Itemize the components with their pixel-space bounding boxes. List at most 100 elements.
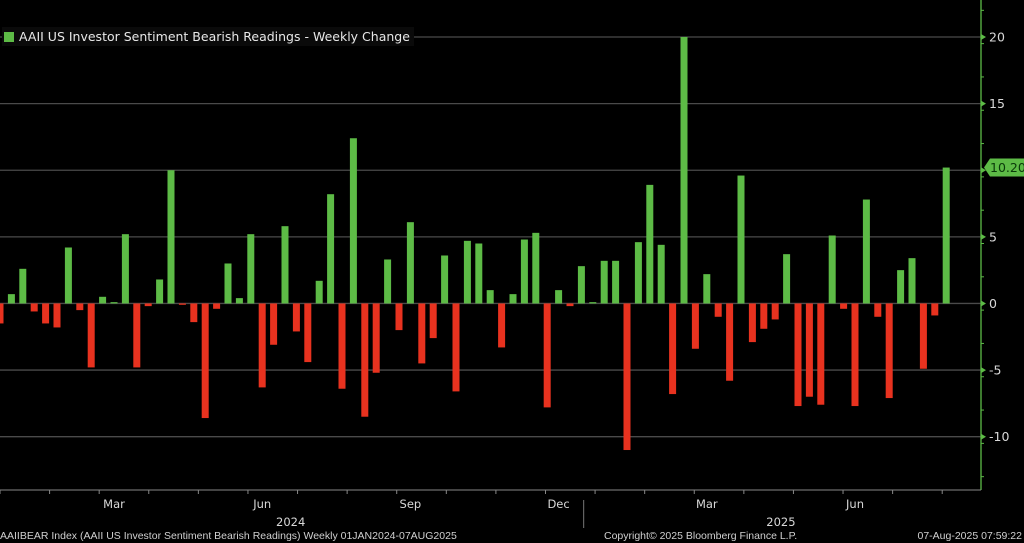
bar bbox=[304, 303, 312, 363]
bar bbox=[64, 247, 72, 304]
bar bbox=[828, 235, 836, 304]
legend: AAII US Investor Sentiment Bearish Readi… bbox=[2, 27, 414, 46]
footer-timestamp: 07-Aug-2025 07:59:22 bbox=[917, 530, 1022, 542]
x-year-label: 2024 bbox=[276, 515, 305, 529]
bar bbox=[612, 260, 620, 304]
y-tick-label: 0 bbox=[989, 296, 997, 311]
bar bbox=[76, 303, 84, 311]
bar bbox=[441, 255, 449, 304]
bar bbox=[372, 303, 380, 373]
bar bbox=[771, 303, 779, 320]
bar bbox=[201, 303, 209, 419]
x-month-label: Mar bbox=[696, 497, 718, 511]
last-value-tag bbox=[984, 158, 1024, 177]
bar bbox=[190, 303, 198, 323]
bar bbox=[919, 303, 927, 369]
bar bbox=[874, 303, 882, 317]
bar bbox=[281, 226, 289, 304]
bar bbox=[384, 259, 392, 304]
bar bbox=[589, 302, 597, 304]
bar bbox=[783, 254, 791, 304]
bar bbox=[885, 303, 893, 399]
bar bbox=[555, 290, 563, 304]
bar bbox=[486, 290, 494, 304]
y-tick-label: -5 bbox=[989, 363, 1001, 378]
bar bbox=[566, 303, 574, 307]
bar bbox=[931, 303, 939, 316]
bar bbox=[509, 294, 517, 304]
bar bbox=[133, 303, 141, 368]
y-tick-marker bbox=[981, 167, 986, 174]
y-tick-marker bbox=[981, 367, 986, 374]
bar bbox=[908, 258, 916, 304]
bar bbox=[794, 303, 802, 407]
bar bbox=[851, 303, 859, 407]
x-year-label: 2025 bbox=[766, 515, 795, 529]
bar bbox=[634, 242, 642, 304]
bar bbox=[669, 303, 677, 395]
y-tick-marker bbox=[981, 433, 986, 440]
bar bbox=[623, 303, 631, 451]
bar bbox=[577, 266, 585, 304]
bar bbox=[167, 170, 175, 304]
bar bbox=[760, 303, 768, 329]
bar bbox=[429, 303, 437, 339]
y-tick-label: 15 bbox=[989, 96, 1005, 111]
legend-swatch bbox=[4, 31, 14, 42]
y-tick-marker bbox=[981, 300, 986, 307]
bar bbox=[0, 303, 4, 324]
bar bbox=[498, 303, 506, 348]
y-tick-label: -10 bbox=[989, 429, 1009, 444]
bar bbox=[349, 138, 357, 304]
bar bbox=[99, 296, 107, 304]
bar bbox=[475, 243, 483, 304]
x-month-label: Jun bbox=[845, 497, 864, 511]
bar bbox=[327, 194, 335, 304]
bar bbox=[463, 240, 471, 304]
bar bbox=[452, 303, 460, 392]
bar bbox=[110, 302, 118, 304]
last-value-label: 10.20 bbox=[990, 160, 1024, 175]
bar bbox=[840, 303, 848, 309]
bar bbox=[121, 234, 129, 304]
x-month-label: Jun bbox=[252, 497, 271, 511]
bar bbox=[53, 303, 61, 328]
legend-label: AAII US Investor Sentiment Bearish Readi… bbox=[19, 29, 410, 44]
bar bbox=[144, 303, 152, 307]
bar bbox=[737, 175, 745, 304]
y-tick-marker bbox=[981, 100, 986, 107]
bar bbox=[156, 279, 164, 304]
bar bbox=[406, 222, 414, 304]
bar bbox=[361, 303, 369, 417]
bar bbox=[726, 303, 734, 381]
bar bbox=[87, 303, 95, 368]
bar bbox=[942, 167, 950, 304]
bar bbox=[714, 303, 722, 317]
bar bbox=[657, 244, 665, 304]
x-month-label: Sep bbox=[400, 497, 422, 511]
bar bbox=[224, 263, 232, 304]
bar bbox=[270, 303, 278, 345]
bar bbox=[600, 260, 608, 304]
footer-copyright: Copyright© 2025 Bloomberg Finance L.P. bbox=[604, 530, 798, 542]
bar bbox=[691, 303, 699, 349]
bar bbox=[646, 184, 654, 304]
bar bbox=[19, 268, 27, 304]
bar bbox=[805, 303, 813, 397]
bar bbox=[42, 303, 50, 324]
y-tick-label: 20 bbox=[989, 29, 1005, 44]
bar bbox=[748, 303, 756, 343]
bar bbox=[178, 303, 186, 305]
y-tick-marker bbox=[981, 33, 986, 40]
bar bbox=[520, 239, 528, 304]
footer-source: AAIIBEAR Index (AAII US Investor Sentime… bbox=[0, 530, 457, 542]
bar bbox=[258, 303, 266, 388]
bar bbox=[395, 303, 403, 331]
bar bbox=[897, 270, 905, 304]
bar bbox=[862, 199, 870, 304]
bar bbox=[315, 280, 323, 304]
x-month-label: Dec bbox=[547, 497, 569, 511]
bar bbox=[30, 303, 38, 312]
x-month-label: Mar bbox=[103, 497, 125, 511]
